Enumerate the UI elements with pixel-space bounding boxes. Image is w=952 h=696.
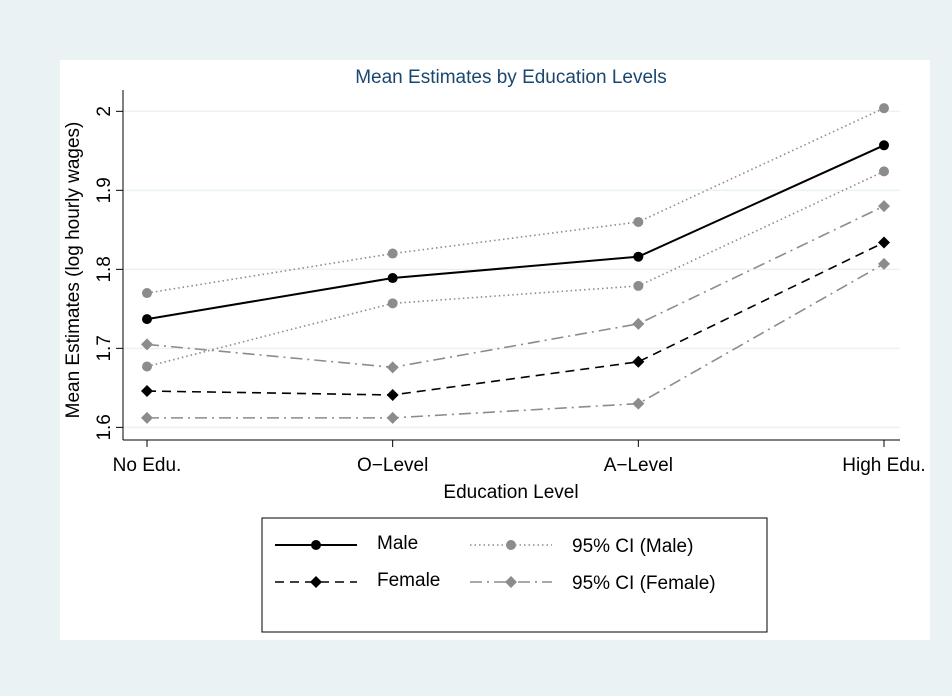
marker [387, 273, 398, 284]
legend-label: 95% CI (Male) [572, 536, 693, 557]
marker [633, 251, 644, 262]
legend-label: Male [377, 533, 418, 554]
legend-box [261, 517, 768, 633]
legend-label: Female [377, 570, 440, 591]
x-tick-label: O−Level [357, 455, 428, 476]
marker [386, 411, 399, 424]
marker [310, 576, 322, 588]
plot-region [60, 60, 930, 640]
marker [141, 385, 153, 398]
series-line [147, 263, 885, 419]
y-tick-label: 2 [94, 106, 115, 117]
y-tick-label: 1.8 [94, 256, 115, 282]
marker [879, 140, 889, 151]
marker [387, 298, 398, 309]
y-tick-label: 1.6 [94, 414, 115, 440]
marker [142, 314, 152, 325]
marker [878, 236, 890, 249]
x-tick-label: No Edu. [113, 455, 182, 476]
marker [878, 257, 890, 270]
marker [632, 397, 645, 410]
legend-label: 95% CI (Female) [572, 573, 716, 594]
x-tick-label: High Edu. [842, 455, 925, 476]
marker [386, 361, 399, 374]
series-line [146, 144, 885, 321]
chart-title: Mean Estimates by Education Levels [355, 67, 667, 88]
y-tick-label: 1.7 [94, 335, 115, 361]
marker [879, 103, 889, 114]
marker [878, 200, 890, 213]
marker [142, 288, 152, 299]
marker [632, 317, 645, 330]
marker [142, 361, 152, 372]
series-line [146, 205, 885, 369]
x-axis-title: Education Level [443, 482, 578, 503]
marker [632, 355, 645, 368]
y-axis-title: Mean Estimates (log hourly wages) [63, 122, 84, 419]
marker [311, 540, 321, 550]
marker [506, 540, 516, 550]
x-tick-label: A−Level [604, 455, 673, 476]
y-tick-label: 1.9 [94, 177, 115, 203]
marker [879, 166, 889, 177]
series-line [146, 241, 885, 396]
marker [141, 411, 153, 424]
marker [386, 388, 399, 401]
marker [633, 216, 644, 227]
series-line [146, 170, 885, 368]
marker [387, 248, 398, 259]
marker [141, 338, 153, 351]
marker [633, 280, 644, 291]
marker [505, 576, 517, 588]
